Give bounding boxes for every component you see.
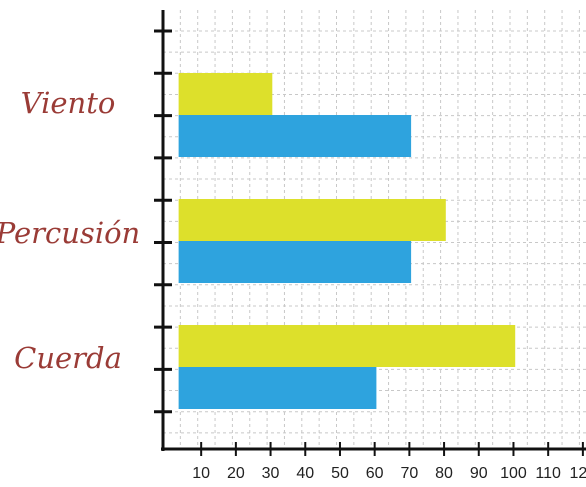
bar-viento-series2	[178, 115, 412, 157]
category-label-cuerda: Cuerda	[14, 341, 122, 375]
x-tick-label: 90	[470, 465, 488, 482]
category-label-percusin: Percusión	[0, 216, 140, 250]
bars	[178, 73, 516, 409]
x-tick-label: 30	[262, 465, 280, 482]
x-tick-label: 40	[296, 465, 314, 482]
bar-percusin-series1	[178, 199, 446, 241]
x-tick-label: 70	[400, 465, 418, 482]
bar-percusin-series2	[178, 241, 412, 283]
x-tick-label: 50	[331, 465, 349, 482]
x-tick-label: 20	[227, 465, 245, 482]
x-tick-label: 60	[366, 465, 384, 482]
category-label-viento: Viento	[21, 86, 116, 120]
category-labels: Viento Percusión Cuerda	[0, 86, 140, 375]
tick-labels: 10 20 30 40 50 60 70 80 90 100 110 120	[192, 465, 586, 482]
bar-viento-series1	[178, 73, 273, 115]
x-tick-label: 120	[570, 465, 586, 482]
x-tick-label: 110	[535, 465, 561, 482]
x-tick-label: 10	[192, 465, 210, 482]
x-tick-label: 100	[500, 465, 527, 482]
bar-cuerda-series1	[178, 325, 516, 367]
bar-cuerda-series2	[178, 367, 377, 409]
axes	[154, 10, 586, 456]
x-tick-label: 80	[435, 465, 453, 482]
